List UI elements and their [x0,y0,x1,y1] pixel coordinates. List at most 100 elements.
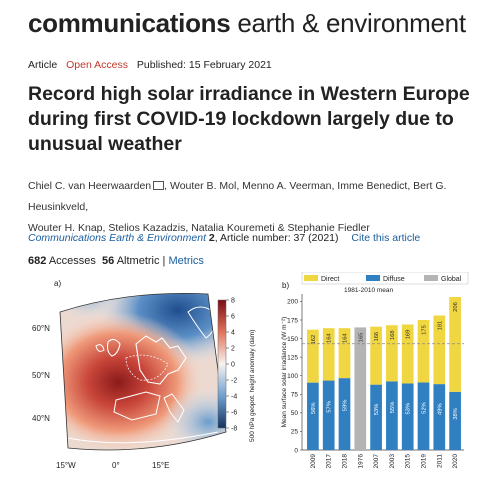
colorbar-tick-label: 0 [231,362,235,369]
bar-direct[interactable] [338,328,351,379]
colorbar [217,299,227,429]
colorbar-ticks: 8 6 4 2 0 -2 -4 -6 -8 [226,298,237,433]
x-tick-label: 2011 [436,454,443,468]
colorbar-tick-label: -2 [231,378,237,385]
total-value-label: 164 [327,333,333,343]
bar-direct[interactable] [401,324,414,384]
bar-diffuse[interactable] [401,383,414,450]
y-tick-label: 75 [291,392,299,399]
chart-panel-label: b) [282,281,289,290]
total-value-label: 169 [406,330,412,340]
diffuse-pct-label: 52% [422,402,428,414]
irradiance-bar-chart: b) Direct Diffuse Global 1981-2010 mean 0 25 50… [281,272,469,469]
colorbar-label: 500 hPa geopot. height anomaly (dam) [249,330,256,442]
total-value-label: 206 [453,302,459,312]
total-value-label: 164 [343,333,349,343]
colorbar-tick-label: -6 [231,410,237,417]
bar-diffuse[interactable] [370,384,382,450]
citation-line: Communications Earth & Environment 2, Ar… [28,232,420,244]
diffuse-pct-label: 53% [374,404,380,416]
lat-label: 40°N [32,414,50,423]
journal-name[interactable]: Communications Earth & Environment [28,232,206,244]
bar-direct[interactable] [433,315,446,385]
bar-diffuse[interactable] [417,382,430,450]
lon-label: 15°W [56,461,76,470]
authors-rest-1[interactable]: , Wouter B. Mol, Menno A. Veerman, Imme … [28,180,447,213]
diffuse-pct-label: 55% [390,402,396,414]
lat-labels: 60°N 50°N 40°N [32,324,50,423]
accesses-label: Accesses [48,255,96,267]
colorbar-tick-label: 6 [231,314,235,321]
bar-diffuse[interactable] [322,380,335,450]
authors-rest-2[interactable]: Wouter H. Knap, Stelios Kazadzis, Natali… [28,222,370,234]
bar-direct[interactable] [417,320,430,383]
lon-label: 0° [112,461,120,470]
open-access-label: Open Access [66,59,128,71]
legend-label: Diffuse [383,276,405,283]
lat-label: 50°N [32,371,50,380]
legend-label: Global [441,276,462,283]
bar-diffuse[interactable] [449,391,461,450]
journal-brand[interactable]: communications earth & environment [28,6,466,40]
article-type: Article [28,59,58,71]
author-list: Chiel C. van Heerwaarden, Wouter B. Mol,… [28,176,488,239]
bar-direct[interactable] [370,326,382,385]
legend-swatch [424,275,438,281]
colorbar-tick-label: 2 [231,346,235,353]
bar-direct[interactable] [449,296,461,392]
legend-label: Direct [321,276,339,283]
diffuse-pct-label: 38% [453,408,459,420]
total-value-label: 165 [358,333,364,343]
y-tick-label: 150 [287,336,298,343]
y-tick-label: 200 [287,299,298,306]
bar-direct[interactable] [386,325,398,382]
author-first[interactable]: Chiel C. van Heerwaarden [28,180,152,192]
bar-diffuse[interactable] [433,384,446,450]
bar-diffuse[interactable] [307,382,319,450]
bar-diffuse[interactable] [386,381,398,450]
bar-direct[interactable] [307,329,319,383]
brand-bold: communications [28,8,231,38]
altmetric-count: 56 [102,255,115,267]
colorbar-tick-label: -8 [231,426,237,433]
article-meta: Article Open Access Published: 15 Februa… [28,59,278,71]
article-figure[interactable]: a) 60°N 50°N 40°N 15°W 0° 15°E [28,272,469,494]
cite-link[interactable]: Cite this article [351,232,421,244]
total-value-label: 166 [374,332,380,342]
chart-subtitle: 1981-2010 mean [344,287,394,294]
total-value-label: 175 [422,325,428,335]
coastline [67,431,219,444]
metrics-bar: 682 Accesses 56 Altmetric | Metrics [28,255,204,267]
y-tick-label: 125 [287,354,298,361]
x-tick-label: 2019 [421,454,428,469]
bar-diffuse[interactable] [338,378,351,450]
y-tick-label: 100 [287,373,298,380]
y-axis-label: Mean surface solar irradiance (W m⁻²) [281,317,288,428]
legend-swatch [366,275,380,281]
published-date: Published: 15 February 2021 [136,59,272,71]
lon-labels: 15°W 0° 15°E [56,461,169,470]
diffuse-pct-label: 49% [437,403,443,415]
email-icon[interactable] [153,181,165,190]
bar-global[interactable] [354,327,367,450]
diffuse-pct-label: 56% [311,402,317,414]
diffuse-pct-label: 53% [406,403,412,415]
x-tick-label: 2009 [310,454,317,469]
coastline [106,338,121,357]
x-tick-label: 1976 [357,454,364,469]
contour-line [125,354,169,381]
x-tick-label: 2018 [342,454,349,469]
coastline [135,335,187,385]
anomaly-map: a) 60°N 50°N 40°N 15°W 0° 15°E [32,279,256,470]
x-tick-label: 2007 [373,454,380,469]
x-tick-label: 2020 [452,454,459,469]
metrics-link[interactable]: Metrics [168,255,204,267]
map-panel-label: a) [54,279,61,288]
legend-swatch [304,275,318,281]
coastline [95,344,105,352]
coastline [163,393,185,423]
bar-direct[interactable] [322,328,335,381]
y-tick-label: 0 [294,447,298,454]
diffuse-pct-label: 59% [343,400,349,412]
diffuse-pct-label: 57% [327,401,333,413]
